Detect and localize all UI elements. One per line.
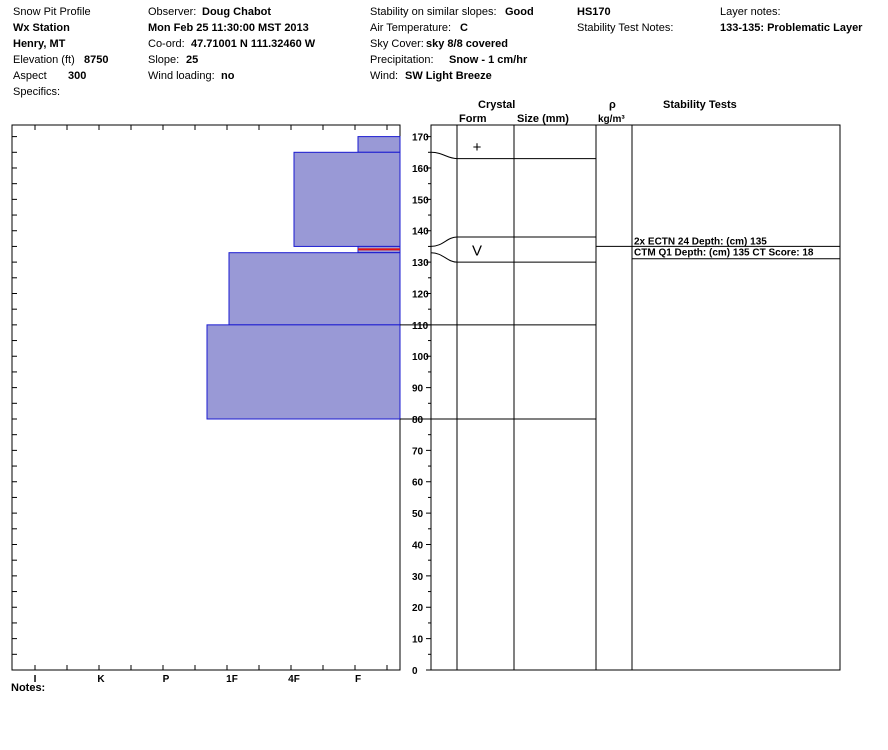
depth-tick-label: 170: [412, 133, 429, 144]
stability-value: Good: [505, 6, 534, 18]
coord-label: Co-ord:: [148, 38, 185, 50]
stability-notes-label: Stability Test Notes:: [577, 22, 674, 34]
depth-tick-label: 50: [412, 509, 424, 520]
depth-tick-label: 150: [412, 195, 429, 206]
hardness-layer-bar: [228, 252, 401, 326]
observation-datetime: Mon Feb 25 11:30:00 MST 2013: [148, 22, 309, 34]
observer-label: Observer:: [148, 6, 197, 18]
hardness-axis-label: K: [97, 674, 105, 685]
boundary-connector: [430, 252, 458, 263]
hardness-axis-label: P: [163, 674, 170, 685]
depth-tick-label: 0: [412, 666, 418, 677]
depth-tick-label: 60: [412, 478, 424, 489]
wind-loading-label: Wind loading:: [148, 70, 215, 82]
hardness-axis-label: F: [355, 674, 361, 685]
depth-tick-label: 10: [412, 635, 424, 646]
density-header: ρ: [609, 99, 616, 111]
layer-table-frame: [430, 124, 841, 671]
sky-cover-label: Sky Cover:: [370, 38, 424, 50]
aspect-value: 300: [68, 70, 87, 82]
stability-test-text: 2x ECTN 24 Depth: (cm) 135: [634, 236, 767, 247]
profile-title: Snow Pit Profile: [13, 6, 91, 18]
depth-tick-label: 30: [412, 572, 424, 583]
wind-loading-value: no: [221, 70, 235, 82]
elevation-value: 8750: [84, 54, 109, 66]
form-header: Form: [459, 113, 487, 125]
slope-value: 25: [186, 54, 199, 66]
stability-label: Stability on similar slopes:: [370, 6, 497, 18]
coord-value: 47.71001 N 111.32460 W: [191, 38, 316, 50]
depth-tick-label: 20: [412, 603, 424, 614]
slope-label: Slope:: [148, 54, 180, 66]
stability-tests-header: Stability Tests: [663, 99, 737, 111]
depth-tick-label: 110: [412, 321, 429, 332]
observer-value: Doug Chabot: [202, 6, 272, 18]
size-header: Size (mm): [517, 113, 569, 125]
depth-tick-label: 100: [412, 352, 429, 363]
hardness-axis-label: 1F: [226, 674, 238, 685]
crystal-header: Crystal: [478, 99, 516, 111]
boundary-connector: [430, 236, 458, 247]
hardness-layer-bar: [206, 324, 401, 420]
density-unit-header: kg/m³: [598, 114, 625, 125]
specifics-label: Specifics:: [13, 86, 61, 98]
station-name: Wx Station: [13, 22, 70, 34]
depth-tick-label: 140: [412, 227, 429, 238]
sky-cover-value: sky 8/8 covered: [426, 38, 508, 50]
hardness-layer-bar: [293, 151, 401, 247]
crystal-form-symbol: V: [472, 243, 482, 260]
precipitation-value: Snow - 1 cm/hr: [449, 54, 528, 66]
air-temp-label: Air Temperature:: [370, 22, 452, 34]
depth-tick-label: 90: [412, 384, 424, 395]
elevation-label: Elevation (ft): [13, 54, 75, 66]
hs-value: HS170: [577, 6, 611, 18]
notes-label: Notes:: [11, 682, 46, 694]
depth-tick-label: 40: [412, 540, 424, 551]
depth-tick-label: 70: [412, 446, 424, 457]
stability-test-text: CTM Q1 Depth: (cm) 135 CT Score: 18: [634, 248, 814, 259]
aspect-label: Aspect: [13, 70, 47, 82]
wind-label: Wind:: [370, 70, 399, 82]
air-temp-value: C: [460, 22, 468, 34]
wind-value: SW Light Breeze: [405, 70, 492, 82]
depth-tick-label: 130: [412, 258, 429, 269]
depth-tick-label: 120: [412, 289, 429, 300]
hardness-layer-bar: [357, 136, 401, 153]
layer-notes-value: 133-135: Problematic Layer: [720, 22, 863, 34]
precipitation-label: Precipitation:: [370, 54, 434, 66]
crystal-form-symbol: +: [473, 139, 482, 156]
boundary-connector: [430, 151, 458, 160]
location: Henry, MT: [13, 38, 66, 50]
depth-tick-label: 160: [412, 164, 429, 175]
layer-notes-label: Layer notes:: [720, 6, 781, 18]
hardness-axis-label: I: [34, 674, 37, 685]
depth-tick-label: 80: [412, 415, 424, 426]
hardness-axis-label: 4F: [288, 674, 300, 685]
